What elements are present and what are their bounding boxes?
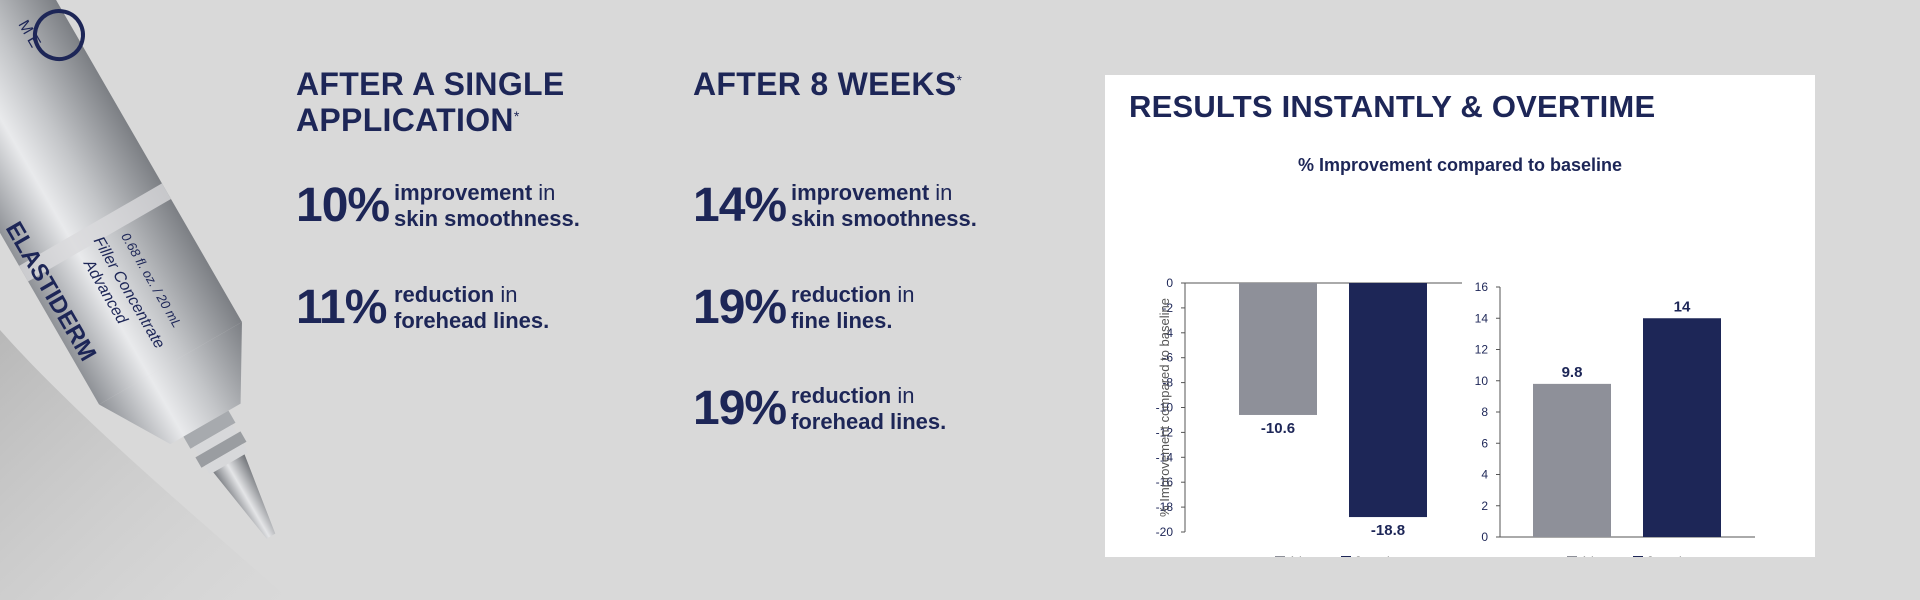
stat-target: forehead lines.	[394, 307, 550, 333]
after-single-title-line1: AFTER A SINGLE	[296, 66, 565, 102]
after-single-asterisk: *	[513, 108, 520, 124]
after-single-column: AFTER A SINGLE APPLICATION* 10% improvem…	[296, 66, 626, 334]
product-tube-image: ELASTIDERM Advanced Filler Concentrate 0…	[0, 0, 290, 600]
y-tick-label: -6	[1162, 351, 1173, 365]
stat-connector: in	[929, 179, 953, 205]
y-tick-label: 12	[1475, 343, 1489, 357]
y-tick-label: 0	[1481, 530, 1488, 544]
y-tick-label: 0	[1166, 276, 1173, 290]
stat-keyword: improvement	[791, 179, 930, 205]
stat-connector: in	[494, 281, 518, 307]
y-tick-label: 6	[1481, 436, 1488, 450]
stat-target: skin smoothness.	[394, 205, 580, 231]
product-logo-circle	[32, 9, 85, 62]
stat-keyword: reduction	[791, 281, 892, 307]
y-tick-label: -4	[1162, 326, 1173, 340]
y-tick-label: -14	[1156, 450, 1174, 464]
y-tick-label: 10	[1475, 374, 1489, 388]
legend-swatch	[1275, 556, 1285, 557]
bar-1-hour	[1239, 283, 1317, 415]
stat-target: skin smoothness.	[791, 205, 977, 231]
y-tick-label: 2	[1481, 499, 1488, 513]
y-tick-label: -12	[1156, 425, 1174, 439]
stat-description: improvement in skin smoothness.	[394, 180, 580, 232]
legend-label: 1 hour	[1289, 554, 1323, 557]
stat-keyword: improvement	[394, 179, 533, 205]
after-weeks-stat-forehead: 19% reduction in forehead lines.	[693, 381, 946, 436]
bar-value-label: 14	[1674, 298, 1691, 315]
legend-swatch	[1341, 556, 1351, 557]
bar-1-hour	[1533, 383, 1611, 537]
after-single-stat-forehead: 11% reduction in forehead lines.	[296, 280, 549, 335]
legend-swatch	[1567, 556, 1577, 557]
chart-title: % Improvement compared to baseline	[1297, 155, 1623, 175]
stat-target: forehead lines.	[791, 408, 947, 434]
legend-label: 8 weeks	[1647, 554, 1691, 557]
y-tick-label: -18	[1156, 500, 1174, 514]
after-weeks-title-text: AFTER 8 WEEKS	[693, 66, 957, 102]
results-panel: RESULTS INSTANTLY & OVERTIME % Improveme…	[1105, 75, 1815, 557]
y-tick-label: -8	[1162, 376, 1173, 390]
stat-percent: 10%	[296, 179, 390, 232]
stat-connector: in	[891, 382, 915, 408]
legend-swatch	[1633, 556, 1643, 557]
bar-value-label: -10.6	[1261, 420, 1295, 437]
stat-keyword: reduction	[394, 281, 495, 307]
legend-label: 8 weeks	[1355, 554, 1399, 557]
after-weeks-column: AFTER 8 WEEKS* 14% improvement in skin s…	[693, 66, 1013, 435]
y-tick-label: -2	[1162, 301, 1173, 315]
y-tick-label: -16	[1156, 475, 1174, 489]
stat-percent: 11%	[296, 281, 387, 334]
stat-connector: in	[891, 281, 915, 307]
after-weeks-stat-fine-lines: 19% reduction in fine lines.	[693, 280, 914, 335]
bar-8-weeks	[1643, 318, 1721, 537]
stat-description: reduction in forehead lines.	[394, 282, 549, 334]
stat-percent: 19%	[693, 382, 787, 435]
after-weeks-stat-smoothness: 14% improvement in skin smoothness.	[693, 178, 977, 233]
after-single-title: AFTER A SINGLE APPLICATION*	[296, 66, 626, 138]
y-tick-label: 4	[1481, 468, 1488, 482]
y-tick-label: -20	[1156, 525, 1174, 539]
legend-label: 1 hour	[1581, 554, 1615, 557]
stat-percent: 19%	[693, 281, 787, 334]
y-tick-label: 8	[1481, 405, 1488, 419]
y-tick-label: 14	[1475, 311, 1489, 325]
after-weeks-asterisk: *	[956, 72, 963, 88]
stat-percent: 14%	[693, 179, 787, 232]
stat-target: fine lines.	[791, 307, 893, 333]
y-tick-label: 16	[1475, 280, 1489, 294]
bar-value-label: 9.8	[1562, 364, 1583, 381]
stat-connector: in	[532, 179, 556, 205]
bar-8-weeks	[1349, 283, 1427, 518]
after-single-title-line2: APPLICATION	[296, 102, 514, 138]
forehead-lines-chart: 0 -2 -4 -6 -8 -10 -12 -14 -16 -18 -20 % Improvement…	[1156, 276, 1462, 557]
y-axis-label: % Improvement compared to baseline	[1157, 298, 1172, 517]
stat-description: reduction in fine lines.	[791, 282, 914, 334]
stat-keyword: reduction	[791, 382, 892, 408]
y-tick-label: -10	[1156, 401, 1174, 415]
after-single-stat-smoothness: 10% improvement in skin smoothness.	[296, 178, 580, 233]
stat-description: improvement in skin smoothness.	[791, 180, 977, 232]
after-weeks-title: AFTER 8 WEEKS*	[693, 66, 1013, 102]
stat-description: reduction in forehead lines.	[791, 383, 946, 435]
results-title: RESULTS INSTANTLY & OVERTIME	[1129, 89, 1656, 124]
bar-value-label: -18.8	[1371, 522, 1405, 539]
